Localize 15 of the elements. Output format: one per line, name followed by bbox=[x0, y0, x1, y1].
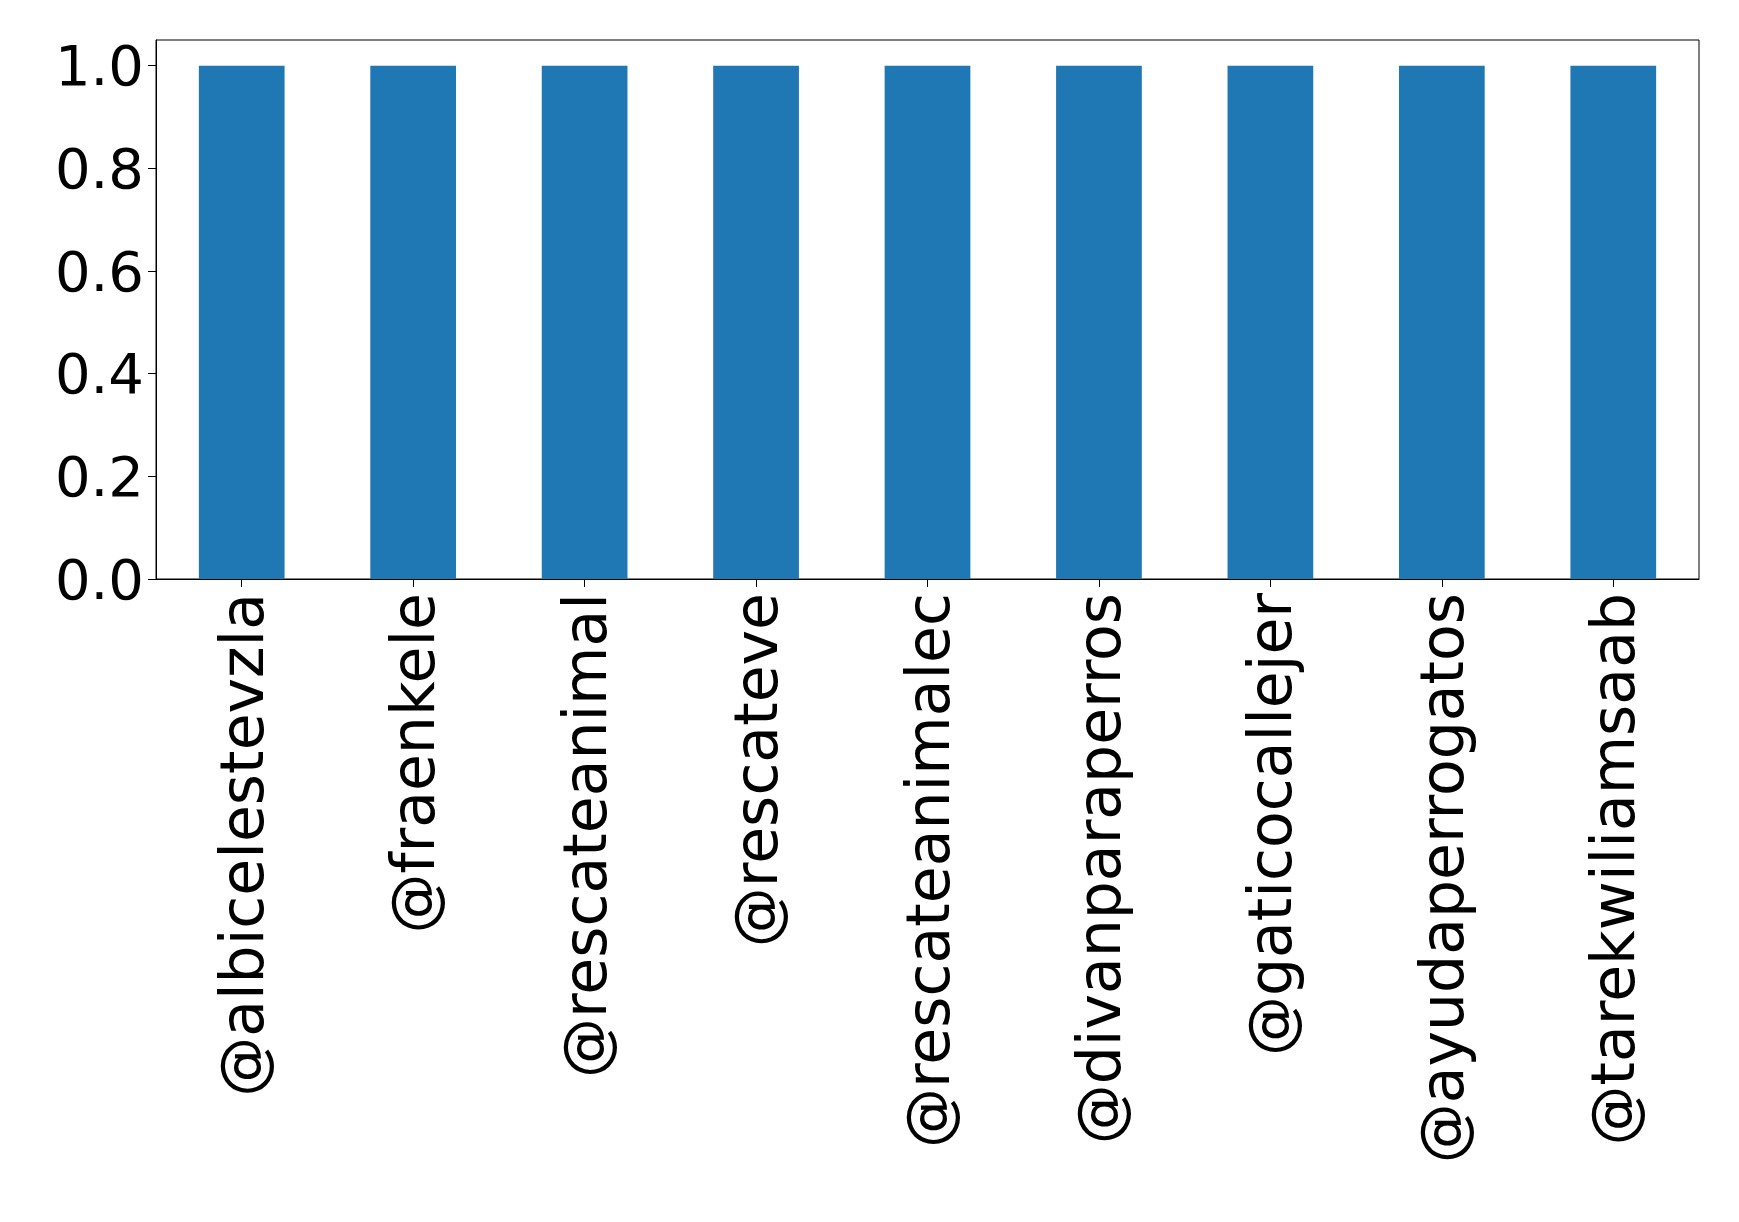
y-tick-label: 0.4 bbox=[54, 341, 144, 407]
x-tick-label: @gaticocallejer bbox=[1235, 592, 1306, 1057]
y-tick-label: 0.0 bbox=[54, 546, 144, 612]
y-tick-label: 0.6 bbox=[54, 238, 144, 304]
x-tick-label: @fraenkele bbox=[378, 593, 449, 934]
y-tick-label: 0.8 bbox=[54, 135, 144, 201]
x-tick-label: @rescateve bbox=[721, 593, 792, 948]
y-tick-label: 0.2 bbox=[54, 443, 144, 509]
y-tick-label: 1.0 bbox=[54, 33, 144, 99]
x-tick-label: @albicelestevzla bbox=[206, 593, 277, 1097]
x-tick-label: @tarekwiliamsaab bbox=[1578, 593, 1649, 1146]
x-tick-label: @rescateanimal bbox=[549, 593, 620, 1079]
x-tick-label: @rescateanimalec bbox=[892, 593, 963, 1148]
x-tick-label: @ayudaperrogatos bbox=[1406, 593, 1477, 1164]
x-tick-label: @divanparaperros bbox=[1063, 593, 1134, 1145]
